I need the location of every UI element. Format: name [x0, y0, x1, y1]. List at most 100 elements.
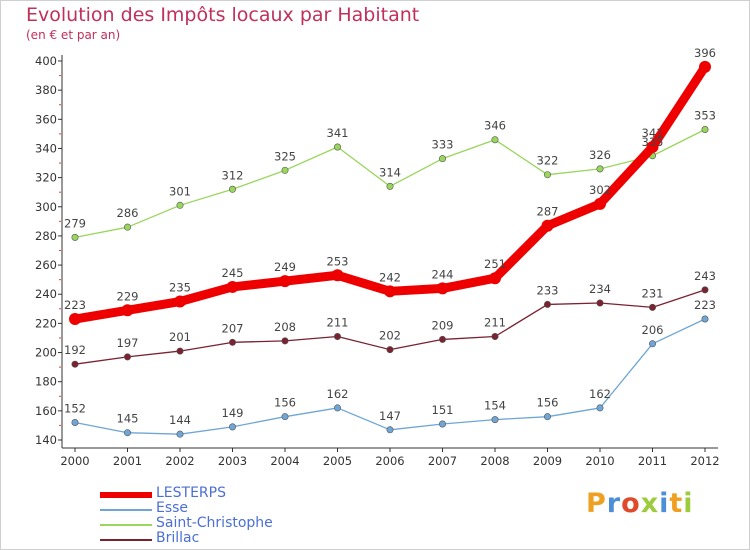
data-label: 192 [64, 343, 86, 357]
data-label: 231 [642, 286, 664, 300]
data-label: 229 [117, 289, 139, 303]
y-tick-label: 400 [35, 54, 57, 68]
data-point [384, 285, 396, 298]
legend-label-esse: Esse [156, 500, 189, 516]
data-point [596, 404, 604, 412]
data-label: 211 [484, 316, 506, 330]
y-tick-label: 280 [35, 229, 57, 243]
x-tick-label: 2000 [60, 454, 89, 468]
data-label: 154 [484, 399, 506, 413]
data-point [438, 155, 446, 163]
data-label: 223 [694, 298, 716, 312]
proxiti-logo: Proxiti [586, 488, 694, 519]
data-point [699, 60, 711, 73]
data-point [279, 275, 291, 288]
data-label: 322 [537, 154, 559, 168]
data-label: 249 [274, 260, 296, 274]
data-label: 341 [642, 126, 664, 140]
y-tick-label: 300 [35, 200, 57, 214]
data-point [121, 304, 134, 317]
data-label: 301 [169, 184, 191, 198]
data-label: 151 [432, 403, 454, 417]
y-tick-label: 260 [35, 258, 57, 272]
legend-label-brillac: Brillac [156, 530, 200, 546]
data-point [124, 223, 132, 231]
data-point [438, 420, 446, 428]
data-point [436, 282, 449, 295]
legend-swatch-lesterps [100, 492, 152, 498]
data-label: 251 [484, 257, 506, 271]
data-label: 314 [379, 165, 401, 179]
x-tick-label: 2008 [480, 454, 509, 468]
data-label: 197 [117, 336, 139, 350]
data-point [438, 335, 446, 343]
data-label: 201 [169, 330, 191, 344]
logo-letter: r [606, 488, 622, 519]
data-point [176, 430, 184, 438]
legend-label-lesterps: LESTERPS [156, 485, 226, 501]
y-tick-label: 360 [35, 112, 57, 126]
logo-letter: x [640, 488, 660, 519]
data-point [71, 233, 79, 241]
data-label: 207 [222, 321, 244, 335]
x-tick-label: 2001 [113, 454, 142, 468]
x-tick-label: 2012 [690, 454, 719, 468]
data-point [281, 337, 289, 345]
data-point [596, 299, 604, 307]
data-label: 162 [589, 387, 611, 401]
y-tick-label: 220 [35, 316, 57, 330]
data-label: 156 [537, 396, 559, 410]
data-point [648, 340, 656, 348]
data-label: 147 [379, 409, 401, 423]
data-point [541, 219, 554, 232]
data-point [333, 333, 341, 341]
y-tick-label: 200 [35, 346, 57, 360]
data-point [543, 413, 551, 421]
legend-swatch-esse [100, 509, 152, 511]
y-tick-label: 140 [35, 433, 57, 447]
y-tick-label: 240 [35, 287, 57, 301]
data-label: 152 [64, 402, 86, 416]
data-point [226, 280, 239, 293]
data-point [229, 423, 237, 431]
x-tick-label: 2003 [218, 454, 247, 468]
data-label: 326 [589, 148, 611, 162]
data-label: 244 [432, 267, 454, 281]
x-tick-label: 2010 [585, 454, 614, 468]
data-label: 325 [274, 149, 296, 163]
legend-swatch-saint-christophe [100, 524, 152, 526]
data-point [648, 303, 656, 311]
data-point [543, 300, 551, 308]
data-point [701, 315, 709, 323]
data-point [543, 171, 551, 179]
data-label: 234 [589, 282, 611, 296]
data-point [176, 201, 184, 209]
data-label: 287 [537, 205, 559, 219]
logo-letter: i [659, 488, 670, 519]
data-point [176, 347, 184, 355]
data-label: 206 [642, 323, 664, 337]
legend-label-saint-christophe: Saint-Christophe [156, 515, 273, 531]
logo-letter: o [621, 488, 641, 519]
data-label: 341 [327, 126, 349, 140]
data-point [386, 346, 394, 354]
data-point [69, 313, 81, 326]
data-label: 243 [694, 269, 716, 283]
data-point [71, 360, 79, 368]
data-point [491, 333, 499, 341]
data-label: 333 [432, 138, 454, 152]
data-point [491, 136, 499, 144]
logo-letter: P [586, 488, 607, 519]
data-point [596, 165, 604, 173]
data-label: 353 [694, 109, 716, 123]
data-label: 335 [642, 135, 664, 149]
data-label: 156 [274, 396, 296, 410]
x-tick-label: 2007 [428, 454, 457, 468]
x-tick-label: 2011 [638, 454, 667, 468]
data-label: 302 [589, 183, 611, 197]
data-label: 202 [379, 329, 401, 343]
data-label: 223 [64, 298, 86, 312]
data-point [174, 295, 186, 308]
data-label: 235 [169, 281, 191, 295]
x-tick-label: 2004 [270, 454, 299, 468]
